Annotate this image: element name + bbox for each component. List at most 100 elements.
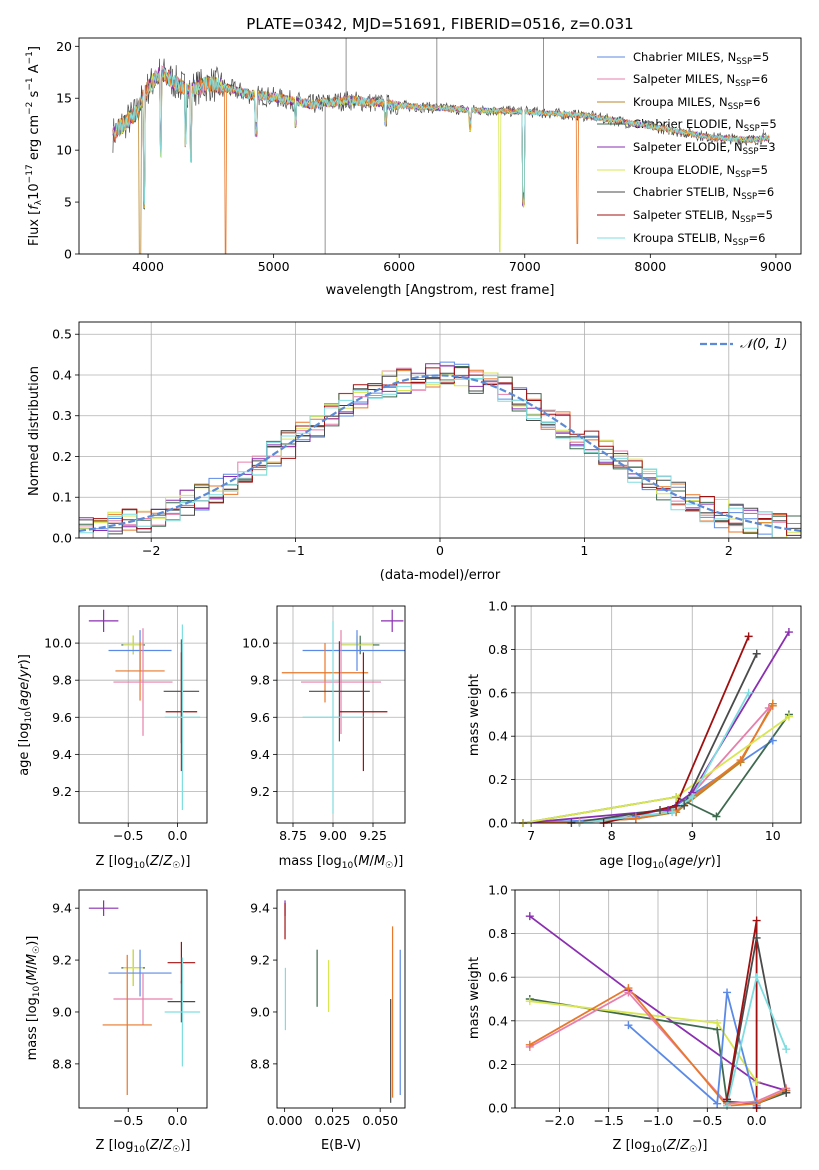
age-Z-ytick-label: 9.6 [52,710,72,725]
weight-age-marker-chabrier-stelib [752,649,761,658]
weight-age-marker-salpeter-miles [764,703,773,712]
mass-Z-ytick-label: 9.0 [52,1004,72,1019]
spectrum-xlabel: wavelength [Angstrom, rest frame] [326,283,555,298]
mass-Z-xtick-label: 0.0 [168,1113,188,1128]
weight-Z-marker-chabrier-miles [624,1021,633,1030]
weight-age-ylabel: mass weight [467,674,482,756]
weight-age-marker-salpeter-stelib [672,801,681,810]
spectrum-frame [78,37,802,255]
weight-age-marker-chabrier-stelib [680,801,689,810]
normal-curve [79,374,801,532]
mass-Z-axes: −0.5 0.0 8.8 9.0 9.2 9.4 [52,889,208,1128]
weight-Z-ytick-label: 0.8 [488,926,508,941]
weight-age-xtick-label: 10 [765,828,781,843]
residuals-xtick-label: 0 [436,543,444,558]
weight-Z-marker-chabrier-miles [723,988,732,997]
weight-age-marker-chabrier-stelib [656,805,665,814]
spectrum-legend: Chabrier MILES, NSSP=5 Salpeter MILES, N… [633,50,777,248]
age-Z-data [88,609,201,811]
mass-Z-ylabel: mass [log10(M/M☉)] [25,936,42,1061]
weight-age-marker-kroupa-elodie [784,712,793,721]
age-Z-xtick-label: −0.5 [113,828,143,843]
mass-EBV-data [284,900,401,1103]
figure-title: PLATE=0342, MJD=51691, FIBERID=0516, z=0… [246,15,633,33]
weight-Z-ytick-label: 0.0 [488,1101,508,1116]
weight-age-line-kroupa-stelib [579,692,750,823]
weight-Z-xtick-label: −1.5 [594,1113,624,1128]
weight-age-xtick-label: 8 [608,828,616,843]
weight-age-ytick-label: 0.2 [488,772,508,787]
mass-EBV-axes: 0.000 0.025 0.050 8.8 9.0 9.2 9.4 [250,889,406,1128]
legend-label-chabrier-stelib: Chabrier STELIB, NSSP=6 [633,185,774,202]
weight-age-marker-salpeter-elodie [784,628,793,637]
weight-Z-xtick-label: −1.0 [643,1113,673,1128]
mass-Z-xlabel: Z [log10(Z/Z☉)] [96,1138,191,1155]
weight-age-data [522,631,790,823]
spectrum-xtick-label: 7000 [509,259,541,274]
weight-age-marker-chabrier-miles [768,736,777,745]
spectrum-data [112,38,770,254]
weight-Z-ytick-label: 0.4 [488,1013,508,1028]
weight-Z-marker-kroupa-stelib [782,1045,791,1054]
weight-Z-xtick-label: −2.0 [544,1113,574,1128]
age-Z-axes: −0.5 0.0 9.2 9.4 9.6 9.8 10.0 [44,605,208,843]
weight-Z-frame [514,889,802,1109]
mass-EBV-xtick-label: 0.025 [315,1113,351,1128]
age-Z-ytick-label: 10.0 [44,636,72,651]
age-Z-xlabel: Z [log10(Z/Z☉)] [96,854,191,871]
residual-hist-kroupa-stelib [79,375,801,538]
mass-Z-xtick-label: −0.5 [113,1113,143,1128]
legend-label-kroupa-elodie: Kroupa ELODIE, NSSP=5 [633,163,768,180]
spectrum-line-kroupa-stelib [112,66,770,208]
spectrum-xtick-label: 8000 [634,259,666,274]
age-Z-ytick-label: 9.2 [52,784,72,799]
legend-label-chabrier-miles: Chabrier MILES, NSSP=5 [633,50,769,67]
weight-age-ytick-label: 1.0 [488,599,508,614]
age-Z-ylabel: age [log10(age/yr)] [17,654,34,776]
mass-Z-ytick-label: 9.4 [52,901,72,916]
residuals-axes: −2 −1 0 1 2 0.0 0.1 0.2 0.3 0.4 0.5 [52,321,802,558]
age-Z-ytick-label: 9.8 [52,673,72,688]
spectrum-xtick-label: 6000 [383,259,415,274]
legend-label-kroupa-stelib: Kroupa STELIB, NSSP=6 [633,231,765,248]
weight-Z-marker-chabrier-stelib [782,1088,791,1097]
weight-age-line-orange [523,705,774,823]
spectrum-axes: 4000 5000 6000 7000 8000 9000 0 5 10 15 20 [56,37,802,274]
age-mass-xlabel: mass [log10(M/M☉)] [279,854,404,871]
weight-age-marker-kroupa-elodie [672,792,681,801]
mass-EBV-ytick-label: 8.8 [250,1056,270,1071]
weight-age-ytick-label: 0.8 [488,642,508,657]
weight-age-marker-kroupa-stelib [688,792,697,801]
weight-Z-marker-orange [525,1040,534,1049]
residuals-data [79,361,801,538]
weight-Z-marker-orange [624,984,633,993]
weight-Z-line-chabrier-miles [627,992,758,1107]
weight-Z-marker-salpeter-stelib [752,916,761,925]
age-mass-frame [276,605,406,824]
age-mass-ytick-label: 9.6 [250,710,270,725]
age-mass-ytick-label: 9.4 [250,747,270,762]
weight-Z-marker-kroupa-elodie [713,1018,722,1027]
residuals-ytick-label: 0.1 [52,490,72,505]
mass-EBV-ytick-label: 9.4 [250,901,270,916]
age-Z-frame [78,605,208,824]
mass-Z-data [88,900,201,1096]
residuals-xtick-label: −2 [142,543,160,558]
weight-age-line-chabrier-miles [523,739,774,823]
weight-age-xlabel: age [log10(age/yr)] [599,854,721,871]
spectrum-ytick-label: 10 [56,143,72,158]
weight-Z-line-salpeter-elodie [529,915,787,1092]
residuals-ytick-label: 0.3 [52,408,72,423]
mass-EBV-xtick-label: 0.050 [362,1113,398,1128]
weight-Z-axes: −2.0 −1.5 −1.0 −0.5 0.0 0.0 0.2 0.4 0.6 0.8 1.0 [488,883,802,1128]
spectrum-xtick-label: 5000 [258,259,290,274]
mass-Z-ytick-label: 9.2 [52,953,72,968]
age-mass-ytick-label: 9.2 [250,784,270,799]
age-Z-xtick-label: 0.0 [168,828,188,843]
spectrum-ytick-label: 20 [56,39,72,54]
legend-label-salpeter-miles: Salpeter MILES, NSSP=6 [633,72,768,89]
residuals-ytick-label: 0.5 [52,327,72,342]
age-mass-xtick-label: 9.00 [319,828,347,843]
mass-Z-frame [78,889,208,1109]
